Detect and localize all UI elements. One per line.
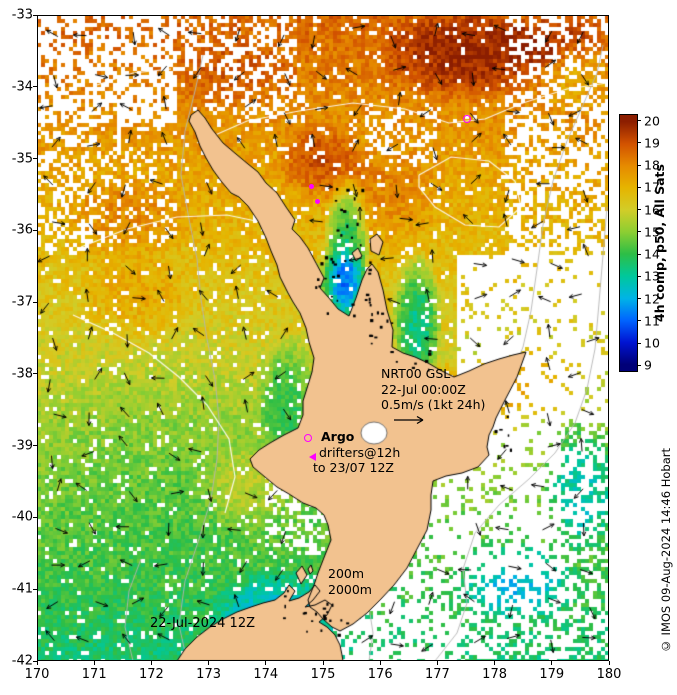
x-tick-mark bbox=[93, 661, 95, 665]
y-tick-mark bbox=[33, 14, 37, 16]
x-tick-mark bbox=[608, 661, 610, 665]
y-tick-mark bbox=[33, 86, 37, 88]
colorbar-tick-mark bbox=[638, 209, 641, 211]
depth-2000m-label: 2000m bbox=[328, 582, 372, 597]
argo-label: Argo bbox=[321, 429, 355, 444]
x-tick-mark bbox=[265, 661, 267, 665]
timestamp-label: 22-Jul-2024 12Z bbox=[150, 616, 255, 631]
colorbar-tick-label: 11 bbox=[644, 313, 660, 329]
colorbar-tick-label: 17 bbox=[644, 179, 660, 195]
colorbar-tick-label: 18 bbox=[644, 157, 660, 173]
y-tick-mark bbox=[33, 445, 37, 447]
colorbar-tick-label: 15 bbox=[644, 224, 660, 240]
colorbar-tick-label: 19 bbox=[644, 135, 660, 151]
colorbar-tick-label: 10 bbox=[644, 335, 660, 351]
y-tick-mark bbox=[33, 301, 37, 303]
colorbar-tick-mark bbox=[638, 298, 641, 300]
colorbar-tick-mark bbox=[638, 275, 641, 277]
colorbar-tick-label: 9 bbox=[644, 357, 652, 373]
colorbar-tick-mark bbox=[638, 231, 641, 233]
y-tick-label: -37 bbox=[11, 294, 33, 310]
nrt-line2: 22-Jul 00:00Z bbox=[381, 381, 466, 397]
y-tick-mark bbox=[33, 158, 37, 160]
colorbar-tick-mark bbox=[638, 142, 641, 144]
y-tick-label: -36 bbox=[11, 222, 33, 238]
y-tick-label: -40 bbox=[11, 509, 33, 525]
x-tick-mark bbox=[379, 661, 381, 665]
y-tick-label: -42 bbox=[11, 653, 33, 669]
y-tick-mark bbox=[33, 588, 37, 590]
x-tick-label: 177 bbox=[424, 667, 450, 682]
y-tick-mark bbox=[33, 373, 37, 375]
nrt-line3: 0.5m/s (1kt 24h) bbox=[381, 397, 486, 412]
x-tick-mark bbox=[322, 661, 324, 665]
x-tick-label: 180 bbox=[596, 667, 622, 682]
colorbar-tick-mark bbox=[638, 120, 641, 122]
x-tick-label: 174 bbox=[253, 667, 279, 682]
x-tick-mark bbox=[208, 661, 210, 665]
x-tick-mark bbox=[150, 661, 152, 665]
colorbar-tick-label: 13 bbox=[644, 268, 660, 284]
colorbar-tick-mark bbox=[638, 320, 641, 322]
x-tick-mark bbox=[551, 661, 553, 665]
x-tick-label: 176 bbox=[367, 667, 393, 682]
colorbar-tick-label: 16 bbox=[644, 202, 660, 218]
x-tick-mark bbox=[494, 661, 496, 665]
y-tick-label: -41 bbox=[11, 581, 33, 597]
x-tick-label: 171 bbox=[81, 667, 107, 682]
y-tick-label: -39 bbox=[11, 438, 33, 454]
y-tick-mark bbox=[33, 516, 37, 518]
x-tick-mark bbox=[36, 661, 38, 665]
colorbar-tick-label: 20 bbox=[644, 113, 660, 129]
drifters-line1: drifters@12h bbox=[319, 444, 401, 460]
x-tick-label: 179 bbox=[539, 667, 565, 682]
x-tick-label: 173 bbox=[196, 667, 222, 682]
x-tick-label: 175 bbox=[310, 667, 336, 682]
y-tick-label: -38 bbox=[11, 366, 33, 382]
map-canvas bbox=[37, 15, 609, 661]
colorbar-tick-mark bbox=[638, 253, 641, 255]
credit-text: © IMOS 09-Aug-2024 14:46 Hobart bbox=[659, 448, 673, 654]
x-tick-mark bbox=[436, 661, 438, 665]
y-tick-mark bbox=[33, 229, 37, 231]
y-tick-label: -34 bbox=[11, 79, 33, 95]
depth-contour-labels: 200m 2000m bbox=[328, 566, 372, 598]
colorbar-tick-label: 14 bbox=[644, 246, 660, 262]
y-tick-label: -35 bbox=[11, 151, 33, 167]
colorbar bbox=[619, 114, 638, 372]
colorbar-tick-mark bbox=[638, 164, 641, 166]
colorbar-tick-mark bbox=[638, 342, 641, 344]
drifters-line2: to 23/07 12Z bbox=[313, 460, 394, 475]
x-tick-label: 178 bbox=[482, 667, 508, 682]
y-tick-label: -33 bbox=[11, 7, 33, 23]
colorbar-tick-mark bbox=[638, 364, 641, 366]
nrt-annotation: NRT00 GSL 22-Jul 00:00Z 0.5m/s (1kt 24h) bbox=[381, 366, 485, 425]
colorbar-tick-mark bbox=[638, 186, 641, 188]
nrt-line1: NRT00 GSL bbox=[381, 366, 451, 381]
colorbar-tick-label: 12 bbox=[644, 291, 660, 307]
y-tick-mark bbox=[33, 660, 37, 662]
x-tick-label: 172 bbox=[138, 667, 164, 682]
argo-annotation: Argo drifters@12h to 23/07 12Z bbox=[313, 429, 400, 476]
depth-200m-label: 200m bbox=[328, 566, 365, 581]
x-tick-label: 170 bbox=[24, 667, 50, 682]
reference-arrow-icon bbox=[394, 415, 424, 424]
